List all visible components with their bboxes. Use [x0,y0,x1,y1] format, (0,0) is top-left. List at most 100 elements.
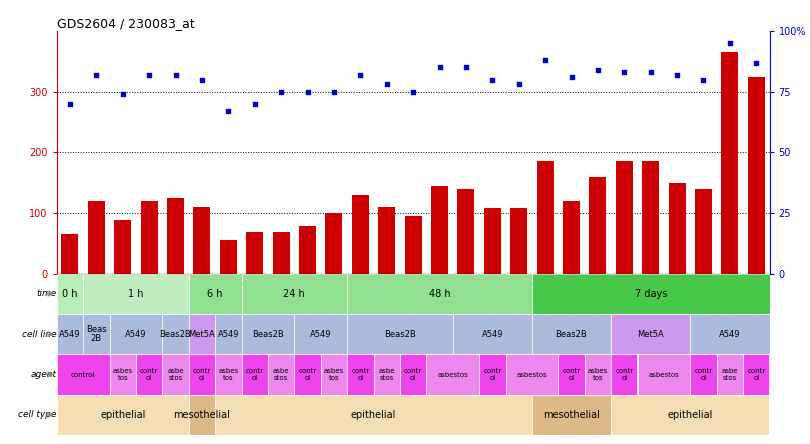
Text: contr
ol: contr ol [193,368,211,381]
Bar [352,195,369,274]
Bar [189,354,215,395]
Text: epithelial: epithelial [351,410,396,420]
Bar [722,52,739,274]
Point [459,64,472,71]
Point [618,69,631,76]
Bar [246,232,263,274]
Text: 7 days: 7 days [634,289,667,299]
Bar [136,354,162,395]
Text: A549: A549 [59,329,81,339]
Bar [57,274,83,314]
Bar [220,240,237,274]
Bar [611,354,637,395]
Point [63,100,76,107]
Bar [294,314,347,354]
Bar [690,314,770,354]
Point [301,88,314,95]
Text: Met5A: Met5A [189,329,215,339]
Text: 1 h: 1 h [128,289,143,299]
Text: contr
ol: contr ol [562,368,581,381]
Bar [536,161,554,274]
Bar [189,395,215,435]
Bar [400,354,426,395]
Point [407,88,420,95]
Bar [532,274,770,314]
Text: 0 h: 0 h [62,289,78,299]
Text: contr
ol: contr ol [245,368,264,381]
Text: asbes
tos: asbes tos [218,368,238,381]
Point [354,71,367,78]
Text: A549: A549 [719,329,740,339]
Bar [637,354,690,395]
Bar [189,314,215,354]
Point [195,76,208,83]
Text: asbestos: asbestos [649,372,680,377]
Text: asbe
stos: asbe stos [167,368,184,381]
Bar [57,314,83,354]
Bar [558,354,585,395]
Text: A549: A549 [482,329,503,339]
Text: contr
ol: contr ol [694,368,713,381]
Text: cell line: cell line [22,329,56,339]
Text: epithelial: epithelial [100,410,145,420]
Text: control: control [71,372,96,377]
Text: Beas2B: Beas2B [556,329,587,339]
Bar [83,274,189,314]
Bar [695,189,712,274]
Bar [484,208,501,274]
Text: Beas2B: Beas2B [160,329,191,339]
Bar [62,234,79,274]
Point [565,74,578,81]
Point [697,76,710,83]
Bar [563,201,580,274]
Bar [347,314,453,354]
Text: 24 h: 24 h [284,289,305,299]
Text: 48 h: 48 h [428,289,450,299]
Bar [378,207,395,274]
Bar [532,314,611,354]
Bar [167,198,184,274]
Point [169,71,182,78]
Text: Met5A: Met5A [637,329,664,339]
Bar [57,395,189,435]
Bar [194,207,211,274]
Point [750,59,763,66]
Bar [458,189,475,274]
Text: contr
ol: contr ol [615,368,633,381]
Bar [241,314,294,354]
Bar [162,354,189,395]
Bar [189,274,241,314]
Text: asbe
stos: asbe stos [273,368,289,381]
Text: contr
ol: contr ol [747,368,765,381]
Point [671,71,684,78]
Text: time: time [36,289,56,298]
Bar [294,354,321,395]
Point [380,81,393,88]
Bar [347,274,532,314]
Text: GDS2604 / 230083_at: GDS2604 / 230083_at [57,17,194,30]
Text: contr
ol: contr ol [484,368,501,381]
Text: asbe
stos: asbe stos [378,368,395,381]
Bar [109,354,136,395]
Text: asbestos: asbestos [517,372,548,377]
Bar [510,208,527,274]
Text: asbestos: asbestos [437,372,468,377]
Bar [114,220,131,274]
Bar [57,354,109,395]
Text: asbes
tos: asbes tos [113,368,133,381]
Point [539,57,552,64]
Text: Beas2B: Beas2B [384,329,416,339]
Bar [83,314,109,354]
Point [90,71,103,78]
Bar [241,274,347,314]
Bar [373,354,400,395]
Bar [404,216,422,274]
Bar [272,232,290,274]
Bar [326,213,343,274]
Bar [431,186,448,274]
Text: asbes
tos: asbes tos [324,368,344,381]
Point [248,100,261,107]
Text: 6 h: 6 h [207,289,223,299]
Text: agent: agent [30,370,56,379]
Bar [268,354,294,395]
